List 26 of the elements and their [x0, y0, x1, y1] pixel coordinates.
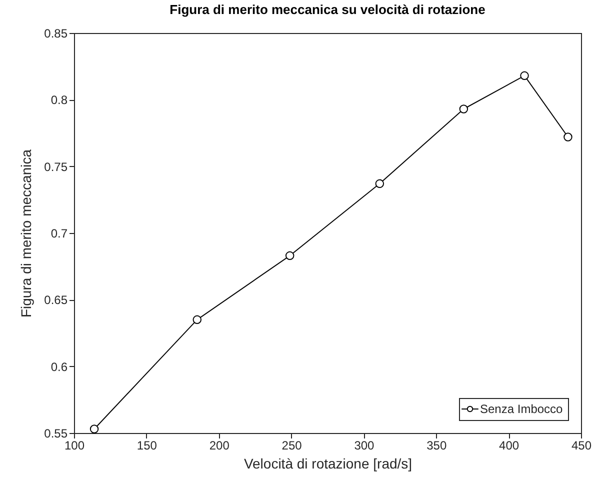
x-tick-label: 450	[571, 438, 592, 452]
x-tick-label: 100	[64, 438, 85, 452]
y-tick-label: 0.7	[50, 226, 68, 240]
point	[90, 424, 99, 434]
chart-title: Figura di merito meccanica su velocità di rotazione	[170, 2, 486, 17]
x-tick-label: 250	[282, 438, 302, 452]
point	[192, 315, 202, 324]
point	[564, 132, 572, 142]
y-tick-label: 0.8	[50, 93, 68, 108]
x-tick-label: 350	[426, 438, 447, 452]
legend-label: Senza Imbocco	[480, 402, 564, 416]
point	[375, 179, 384, 188]
point	[520, 71, 529, 80]
y-tick-label: 0.65	[44, 293, 68, 308]
y-axis-title: Figura di merito meccanica	[18, 149, 34, 318]
point	[285, 251, 294, 260]
x-tick-label: 300	[354, 438, 375, 452]
y-tick-label: 0.85	[44, 26, 68, 40]
point	[459, 104, 468, 114]
x-tick-label: 200	[209, 438, 230, 452]
y-tick-label: 0.6	[50, 360, 68, 374]
x-axis-title: Velocità di rotazione [rad/s]	[244, 456, 412, 472]
y-tick-label: 0.75	[44, 160, 68, 174]
x-tick-label: 400	[499, 438, 520, 452]
x-tick-label: 150	[136, 438, 158, 452]
y-tick-label: 0.55	[44, 426, 68, 440]
